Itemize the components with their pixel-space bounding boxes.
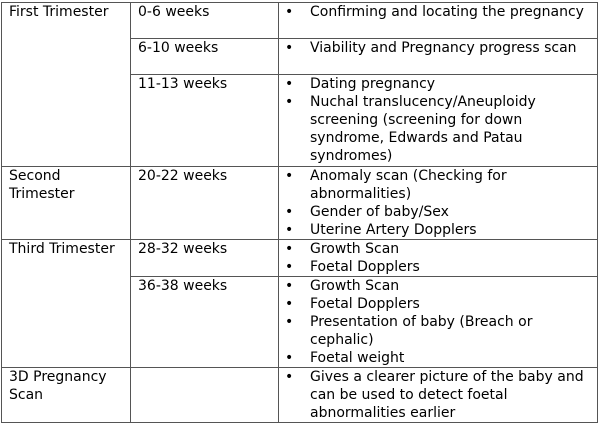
details-cell: Growth Scan Foetal Dopplers Presentation… (278, 276, 598, 368)
list-item: Confirming and locating the pregnancy (279, 3, 597, 21)
list-item: Growth Scan (279, 277, 597, 295)
table-row: Third Trimester 28-32 weeks Growth Scan … (1, 239, 598, 368)
weeks-cell: 36-38 weeks (130, 276, 279, 368)
details-cell: Anomaly scan (Checking for abnormalities… (278, 166, 598, 240)
details-cell: Gives a clearer picture of the baby and … (278, 367, 598, 423)
list-item: Anomaly scan (Checking for abnormalities… (279, 167, 597, 203)
list-item: Presentation of baby (Breach or cephalic… (279, 313, 597, 349)
table-row: 6-10 weeks Viability and Pregnancy progr… (2, 38, 598, 75)
list-item: Foetal Dopplers (279, 258, 597, 276)
list-item: Gender of baby/Sex (279, 203, 597, 221)
list-item: Gives a clearer picture of the baby and … (279, 368, 597, 422)
weeks-cell: 6-10 weeks (130, 38, 279, 75)
details-cell: Dating pregnancy Nuchal translucency/Ane… (278, 74, 598, 167)
details-cell: Growth Scan Foetal Dopplers (278, 239, 598, 277)
weeks-cell: 28-32 weeks (130, 239, 279, 277)
stage-cell: 3D Pregnancy Scan (1, 367, 131, 423)
details-cell: Viability and Pregnancy progress scan (278, 38, 598, 75)
stage-cell: Second Trimester (1, 166, 131, 240)
list-item: Viability and Pregnancy progress scan (279, 39, 597, 57)
table-row: 11-13 weeks Dating pregnancy Nuchal tran… (2, 74, 598, 167)
list-item: Growth Scan (279, 240, 597, 258)
list-item: Dating pregnancy (279, 75, 597, 93)
weeks-cell: 20-22 weeks (130, 166, 279, 240)
stage-cell: Third Trimester (1, 239, 131, 368)
details-cell: Confirming and locating the pregnancy (278, 2, 598, 39)
stage-cell: First Trimester (1, 2, 131, 167)
weeks-cell: 11-13 weeks (130, 74, 279, 167)
table-row: First Trimester 0-6 weeks Confirming and… (1, 2, 598, 167)
weeks-cell: 0-6 weeks (130, 2, 279, 39)
table-row: 36-38 weeks Growth Scan Foetal Dopplers … (2, 276, 598, 368)
table-row: 3D Pregnancy Scan Gives a clearer pictur… (1, 367, 598, 423)
table-row: Second Trimester 20-22 weeks Anomaly sca… (1, 166, 598, 240)
list-item: Nuchal translucency/Aneuploidy screening… (279, 93, 597, 165)
list-item: Foetal Dopplers (279, 295, 597, 313)
list-item: Foetal weight (279, 349, 597, 367)
list-item: Uterine Artery Dopplers (279, 221, 597, 239)
weeks-cell (130, 367, 279, 423)
